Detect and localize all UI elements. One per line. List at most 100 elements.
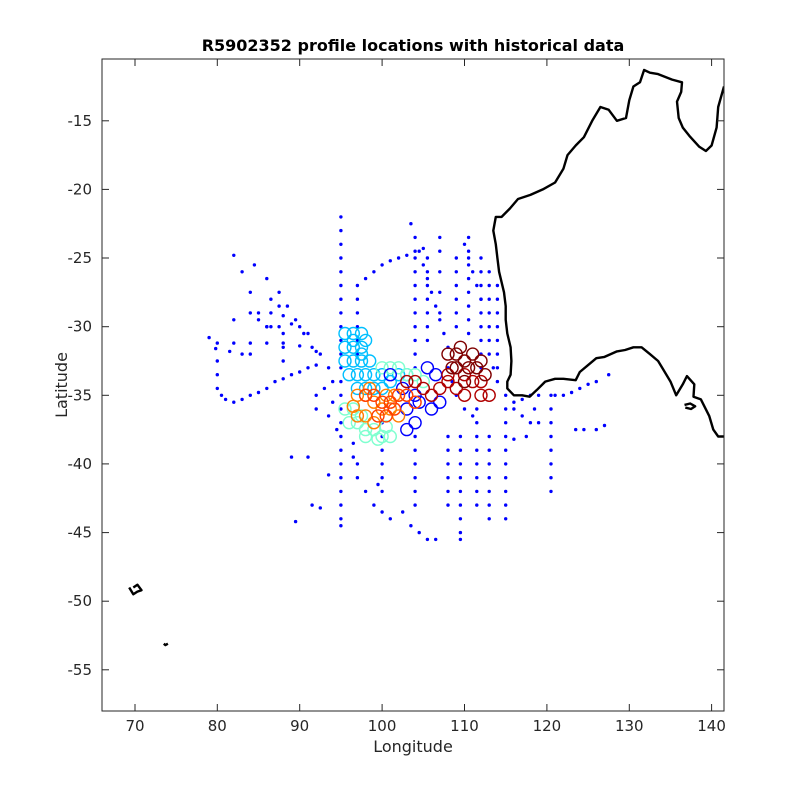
historical-point [413,434,417,439]
historical-point [504,503,508,507]
historical-point [466,276,471,281]
historical-point [466,249,471,253]
historical-point [487,489,491,494]
historical-point [298,370,302,374]
historical-point [491,366,495,370]
historical-point [409,222,413,226]
historical-point [536,421,541,425]
historical-point [363,489,368,494]
historical-point [232,341,236,345]
historical-point [215,386,219,391]
profile-point [379,420,393,434]
historical-point [269,311,273,315]
historical-point [256,318,261,322]
historical-point [495,366,500,370]
historical-point [289,455,294,459]
profile-point [363,354,377,368]
profile-point [408,374,422,389]
historical-point [413,462,417,466]
historical-point [466,304,471,308]
historical-point [536,393,541,397]
profile-point [408,395,422,409]
historical-point [475,283,479,288]
historical-point [281,377,285,381]
historical-point [293,318,298,322]
historical-point [326,414,331,418]
profile-point [474,374,488,389]
historical-point [466,318,471,322]
coastline [128,583,143,596]
profile-point [412,395,426,409]
historical-point [355,283,360,288]
historical-point [528,421,533,425]
historical-point [314,407,318,411]
historical-point [376,482,380,487]
historical-point [475,448,479,452]
historical-point [458,503,463,507]
historical-point [454,283,458,288]
profile-point [354,409,369,423]
historical-point [214,346,218,351]
historical-point [479,256,483,260]
historical-point [281,314,285,318]
y-tick-label: -20 [68,180,93,198]
coastline [163,642,169,647]
historical-point [512,407,516,411]
profile-point [338,340,352,354]
x-tick-label: 80 [208,717,227,735]
historical-point [285,304,290,308]
historical-point [339,283,343,288]
historical-point [487,283,491,288]
historical-point [248,393,252,397]
profile-point [400,402,414,416]
historical-point [458,476,463,480]
profile-point [346,402,360,416]
profile-point [449,381,463,396]
profile-point [342,368,356,382]
profile-point [433,381,447,396]
historical-point [380,448,384,452]
historical-point [339,352,343,356]
historical-point [232,400,236,404]
historical-point [355,352,360,356]
profile-point [482,388,496,402]
profile-point [358,368,373,382]
historical-point [265,386,269,391]
historical-point [306,366,310,370]
profile-point [466,374,480,389]
historical-point [475,462,479,466]
historical-point [207,335,211,340]
historical-point [388,517,392,521]
historical-point [458,517,463,521]
historical-point [504,434,508,439]
historical-point [388,259,392,263]
profile-point [453,340,468,354]
profile-point [441,374,455,389]
profile-point [375,381,389,396]
historical-point [479,325,483,329]
historical-point [442,331,446,336]
x-tick-label: 140 [697,717,726,735]
y-tick-label: -40 [68,455,93,473]
historical-point [462,242,467,246]
historical-point [306,331,310,336]
historical-point [277,304,281,308]
historical-point [228,349,232,354]
historical-point [454,256,458,260]
historical-point [479,297,483,301]
historical-point [582,427,586,432]
historical-point [504,407,508,411]
historical-point [380,476,384,480]
historical-point [339,517,343,521]
profile-point [470,361,484,375]
historical-point [339,489,343,494]
historical-point [289,322,294,326]
historical-point [355,311,360,315]
historical-point [495,325,500,329]
coastline [684,402,697,411]
historical-point [240,352,244,356]
profile-point [346,354,360,368]
historical-point [281,345,285,349]
historical-point [306,455,310,459]
historical-point [339,434,343,439]
